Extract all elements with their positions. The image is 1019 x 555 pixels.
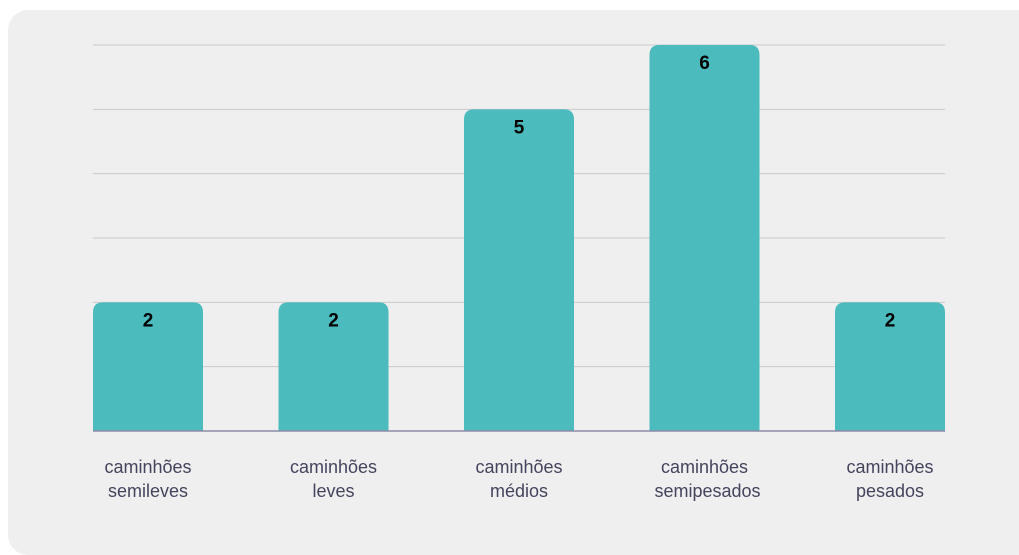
bar: [93, 302, 203, 431]
value-label: 2: [143, 310, 154, 331]
x-tick-label: caminhões leves: [289, 457, 378, 501]
x-tick-label: caminhões médios: [475, 457, 563, 501]
value-label: 6: [699, 53, 710, 74]
value-label: 5: [514, 117, 525, 138]
x-tick-label: caminhões semileves: [104, 457, 192, 501]
value-label: 2: [885, 310, 896, 331]
bar: [464, 109, 574, 431]
x-tick-label: caminhões semipesados: [654, 457, 761, 501]
chart: 2 2 5 6 2: [93, 44, 945, 432]
value-label: 2: [328, 310, 339, 331]
bar: [649, 45, 760, 431]
page: 2 2 5 6 2 caminhões semileves caminhões leves…: [8, 10, 1019, 555]
bar: [278, 302, 389, 431]
bar: [835, 302, 945, 431]
x-tick-label: caminhões pesados: [846, 457, 934, 501]
